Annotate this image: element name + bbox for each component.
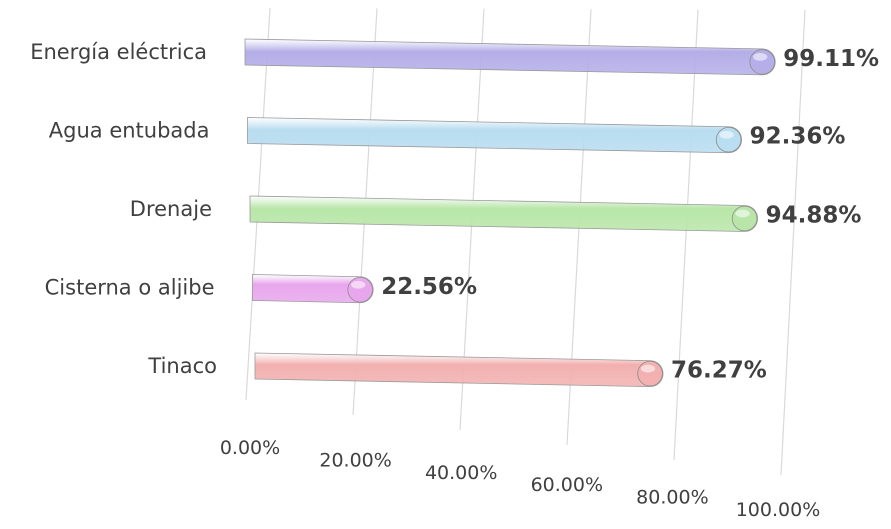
- x-tick-label: 20.00%: [319, 449, 391, 471]
- data-label: 22.56%: [381, 274, 477, 300]
- data-label: 94.88%: [766, 202, 862, 228]
- x-tick-label: 80.00%: [636, 487, 708, 509]
- bar-tinaco: [254, 352, 664, 388]
- x-tick-label: 60.00%: [531, 474, 603, 496]
- bar-agua-entubada: [247, 117, 743, 154]
- category-label: Agua entubada: [49, 119, 210, 143]
- bar-cisterna-o-aljibe: [252, 274, 374, 304]
- bars: [244, 38, 776, 388]
- category-label: Tinaco: [147, 354, 217, 378]
- bar-end-highlight: [735, 209, 750, 218]
- category-label: Energía eléctrica: [30, 40, 207, 64]
- gridline: [780, 9, 806, 476]
- data-labels: 99.11% 92.36% 94.88% 22.56% 76.27%: [381, 46, 879, 384]
- data-label: 99.11%: [783, 46, 879, 72]
- bar-energia-electrica: [244, 38, 776, 76]
- gridline: [673, 9, 699, 461]
- category-label: Drenaje: [130, 197, 212, 221]
- category-labels: Energía eléctrica Agua entubada Drenaje Cis…: [30, 40, 217, 378]
- category-label: Cisterna o aljibe: [45, 276, 215, 300]
- data-label: 76.27%: [671, 358, 767, 384]
- bar-drenaje: [249, 195, 759, 232]
- bar-end-highlight: [351, 280, 366, 289]
- x-tick-label: 40.00%: [425, 462, 497, 484]
- x-tick-label: 0.00%: [220, 437, 280, 459]
- bar-end-highlight: [640, 364, 656, 373]
- x-axis-tick-labels: 0.00% 20.00% 40.00% 60.00% 80.00% 100.00%: [220, 437, 820, 521]
- gridlines: [245, 7, 806, 476]
- data-label: 92.36%: [750, 124, 846, 150]
- bar-end-highlight: [719, 130, 734, 139]
- x-tick-label: 100.00%: [736, 499, 821, 521]
- bar-end-highlight: [753, 53, 768, 61]
